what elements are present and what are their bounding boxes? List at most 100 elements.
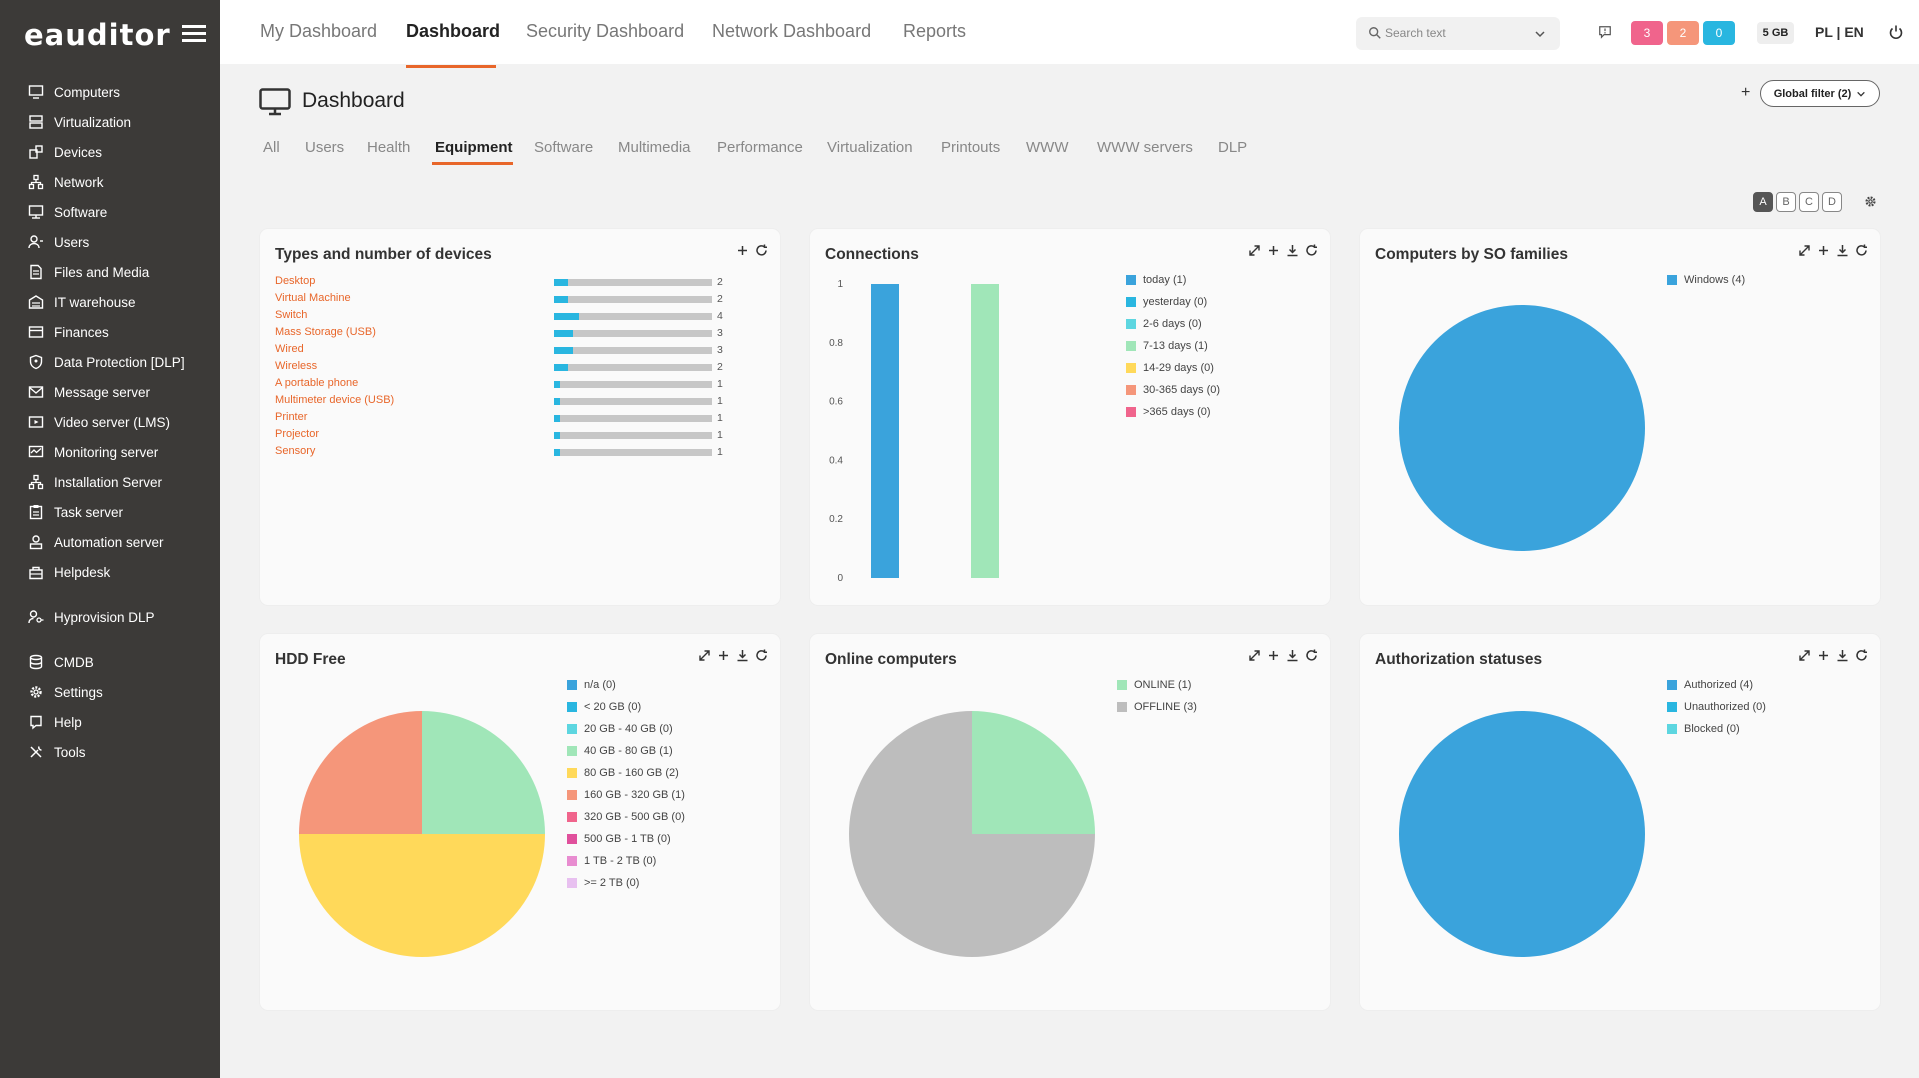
sidebar-item-installation-server[interactable]: Installation Server	[28, 470, 162, 494]
download-icon[interactable]	[1835, 648, 1850, 663]
sidebar-item-tools[interactable]: Tools	[28, 740, 86, 764]
legend-item[interactable]: 320 GB - 500 GB (0)	[567, 811, 685, 823]
layout-b-button[interactable]: B	[1776, 192, 1796, 212]
refresh-icon[interactable]	[1854, 648, 1869, 663]
legend-item[interactable]: 160 GB - 320 GB (1)	[567, 789, 685, 801]
tab-my-dashboard[interactable]: My Dashboard	[260, 21, 378, 41]
lang-pl[interactable]: PL	[1815, 24, 1833, 40]
legend-item[interactable]: today (1)	[1126, 274, 1186, 286]
subtab-users[interactable]: Users	[305, 139, 345, 156]
subtab-dlp[interactable]: DLP	[1218, 139, 1248, 156]
expand-icon[interactable]	[697, 648, 712, 663]
download-icon[interactable]	[1285, 243, 1300, 258]
refresh-icon[interactable]	[1304, 243, 1319, 258]
refresh-icon[interactable]	[1304, 648, 1319, 663]
pie-slice-40-gb-80-gb[interactable]	[422, 711, 545, 834]
add-icon[interactable]	[1816, 243, 1831, 258]
legend-item[interactable]: >365 days (0)	[1126, 406, 1211, 418]
add-icon[interactable]	[735, 243, 750, 258]
sidebar-item-cmdb[interactable]: CMDB	[28, 650, 94, 674]
legend-item[interactable]: 2-6 days (0)	[1126, 318, 1202, 330]
sidebar-item-network[interactable]: Network	[28, 170, 104, 194]
device-type-link[interactable]: Wireless	[275, 360, 318, 372]
menu-icon[interactable]	[182, 22, 206, 44]
search-input[interactable]: Search text	[1356, 17, 1560, 50]
legend-item[interactable]: ONLINE (1)	[1117, 679, 1191, 691]
sidebar-item-computers[interactable]: Computers	[28, 80, 120, 104]
subtab-equipment[interactable]: Equipment	[435, 139, 513, 156]
device-type-link[interactable]: Printer	[275, 411, 308, 423]
device-type-link[interactable]: Projector	[275, 428, 320, 440]
legend-item[interactable]: 40 GB - 80 GB (1)	[567, 745, 673, 757]
device-type-link[interactable]: Desktop	[275, 275, 316, 287]
power-icon[interactable]	[1888, 24, 1904, 40]
sidebar-item-devices[interactable]: Devices	[28, 140, 102, 164]
legend-item[interactable]: 30-365 days (0)	[1126, 384, 1220, 396]
tab-security-dashboard[interactable]: Security Dashboard	[526, 21, 685, 41]
tab-reports[interactable]: Reports	[903, 21, 967, 41]
sidebar-item-software[interactable]: Software	[28, 200, 107, 224]
download-icon[interactable]	[735, 648, 750, 663]
subtab-all[interactable]: All	[263, 139, 280, 156]
sidebar-item-automation-server[interactable]: Automation server	[28, 530, 164, 554]
sidebar-item-users[interactable]: Users	[28, 230, 89, 254]
sidebar-item-task-server[interactable]: Task server	[28, 500, 123, 524]
legend-item[interactable]: 80 GB - 160 GB (2)	[567, 767, 679, 779]
sidebar-item-it-warehouse[interactable]: IT warehouse	[28, 290, 136, 314]
subtab-performance[interactable]: Performance	[717, 139, 803, 156]
pie-slice-160-gb-320-gb[interactable]	[299, 711, 422, 834]
refresh-icon[interactable]	[754, 243, 769, 258]
legend-item[interactable]: Unauthorized (0)	[1667, 701, 1766, 713]
subtab-virtualization[interactable]: Virtualization	[827, 139, 913, 156]
legend-item[interactable]: 14-29 days (0)	[1126, 362, 1214, 374]
sidebar-item-video-server-lms[interactable]: Video server (LMS)	[28, 410, 170, 434]
add-widget-button[interactable]: +	[1741, 84, 1751, 101]
expand-icon[interactable]	[1797, 648, 1812, 663]
expand-icon[interactable]	[1797, 243, 1812, 258]
alert-badge-info[interactable]: 0	[1703, 21, 1735, 45]
sidebar-item-monitoring-server[interactable]: Monitoring server	[28, 440, 158, 464]
pie-slice-offline[interactable]	[849, 711, 1095, 957]
legend-item[interactable]: >= 2 TB (0)	[567, 877, 639, 889]
chevron-down-icon[interactable]	[1534, 28, 1546, 40]
pie-slice-online[interactable]	[972, 711, 1095, 834]
message-icon[interactable]	[1598, 25, 1612, 39]
device-type-link[interactable]: Virtual Machine	[275, 292, 351, 304]
tab-dashboard[interactable]: Dashboard	[406, 21, 501, 41]
device-type-link[interactable]: A portable phone	[275, 377, 359, 389]
legend-item[interactable]: Authorized (4)	[1667, 679, 1753, 691]
download-icon[interactable]	[1285, 648, 1300, 663]
sidebar-item-message-server[interactable]: Message server	[28, 380, 150, 404]
legend-item[interactable]: OFFLINE (3)	[1117, 701, 1197, 713]
add-icon[interactable]	[716, 648, 731, 663]
pie-slice-authorized[interactable]	[1399, 711, 1645, 957]
refresh-icon[interactable]	[754, 648, 769, 663]
expand-icon[interactable]	[1247, 243, 1262, 258]
device-type-link[interactable]: Mass Storage (USB)	[275, 326, 376, 338]
sidebar-item-settings[interactable]: Settings	[28, 680, 103, 704]
legend-item[interactable]: Blocked (0)	[1667, 723, 1740, 735]
layout-a-button[interactable]: A	[1753, 192, 1773, 212]
lang-en[interactable]: EN	[1844, 24, 1864, 40]
gear-icon[interactable]	[1863, 194, 1878, 209]
subtab-www-servers[interactable]: WWW servers	[1097, 139, 1193, 156]
sidebar-item-files-and-media[interactable]: Files and Media	[28, 260, 149, 284]
add-icon[interactable]	[1816, 648, 1831, 663]
alert-badge-critical[interactable]: 3	[1631, 21, 1663, 45]
legend-item[interactable]: Windows (4)	[1667, 274, 1745, 286]
legend-item[interactable]: 500 GB - 1 TB (0)	[567, 833, 671, 845]
legend-item[interactable]: 7-13 days (1)	[1126, 340, 1208, 352]
subtab-multimedia[interactable]: Multimedia	[618, 139, 691, 156]
device-type-link[interactable]: Sensory	[275, 445, 316, 457]
sidebar-item-help[interactable]: Help	[28, 710, 82, 734]
device-type-link[interactable]: Multimeter device (USB)	[275, 394, 395, 406]
legend-item[interactable]: n/a (0)	[567, 679, 616, 691]
bar-today[interactable]	[871, 284, 899, 578]
subtab-health[interactable]: Health	[367, 139, 411, 156]
tab-network-dashboard[interactable]: Network Dashboard	[712, 21, 872, 41]
legend-item[interactable]: yesterday (0)	[1126, 296, 1207, 308]
device-type-link[interactable]: Switch	[275, 309, 308, 321]
sidebar-item-helpdesk[interactable]: Helpdesk	[28, 560, 110, 584]
sidebar-item-finances[interactable]: Finances	[28, 320, 109, 344]
sidebar-item-hyprovision-dlp[interactable]: Hyprovision DLP	[28, 605, 155, 629]
